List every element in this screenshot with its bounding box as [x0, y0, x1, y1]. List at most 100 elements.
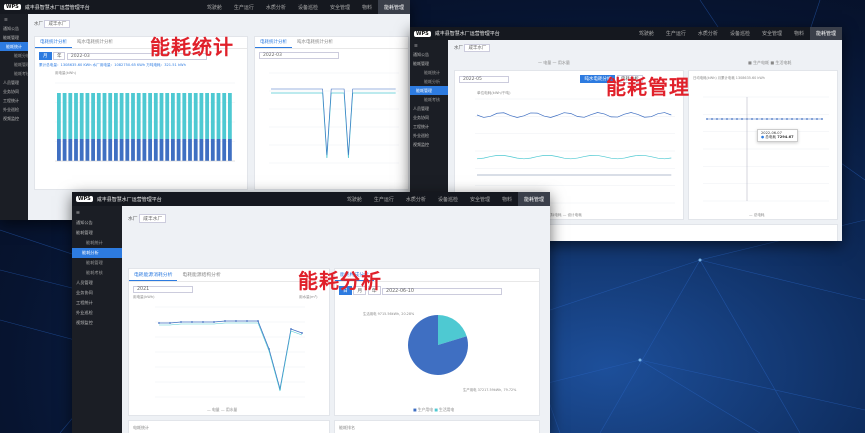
date-picker[interactable]: 2022-03: [259, 52, 339, 59]
nav-item[interactable]: 水质分析: [697, 31, 718, 37]
mode-day-button[interactable]: 日: [339, 286, 352, 295]
nav-item[interactable]: 安全管理: [469, 196, 490, 203]
sidebar-item[interactable]: 外业巡检: [76, 310, 93, 315]
bar-segment: [125, 139, 130, 161]
sidebar-item[interactable]: 能耗分析: [424, 78, 440, 84]
nav-item[interactable]: 设备巡检: [437, 196, 458, 203]
sidebar-item[interactable]: 外业巡检: [413, 132, 429, 138]
mode-year-button[interactable]: 年: [52, 52, 66, 60]
nav-item[interactable]: 物料: [501, 196, 512, 203]
sidebar-item[interactable]: 能耗考核: [86, 270, 103, 275]
nav-item[interactable]: 水质分析: [405, 196, 426, 203]
nav-item-active[interactable]: 能耗管理: [517, 192, 550, 206]
date-filter: 月 年 2022-03: [35, 49, 247, 63]
sidebar-item[interactable]: 视频监控: [3, 115, 19, 121]
nav-item[interactable]: 生产运行: [233, 4, 254, 11]
sidebar-item[interactable]: 能耗管理: [76, 230, 93, 235]
date-picker[interactable]: 2022-05: [459, 76, 509, 83]
power-analysis-button[interactable]: 电耗分析: [616, 75, 643, 83]
nav-item[interactable]: 设备巡检: [297, 4, 318, 11]
tooltip-date: 2022-06-07: [761, 131, 782, 135]
factory-select[interactable]: 咸丰水厂: [44, 20, 71, 28]
chart-tooltip: 2022-06-07 ● 总电耗 7294.67: [757, 129, 798, 142]
nav-item[interactable]: 设备巡检: [729, 31, 750, 37]
mode-month-button[interactable]: 月: [39, 52, 52, 60]
nav-item[interactable]: 物料: [361, 4, 372, 11]
legend-label: 用水量: [225, 407, 238, 412]
date-picker[interactable]: 2022-06-10: [382, 288, 503, 295]
menu-icon[interactable]: ☰: [4, 16, 8, 22]
sidebar-item[interactable]: 工程统计: [413, 123, 429, 129]
menu-icon[interactable]: ☰: [76, 209, 80, 215]
nav-item-active[interactable]: 能耗管理: [809, 27, 842, 40]
nav-item[interactable]: 安全管理: [329, 4, 350, 11]
nav-item[interactable]: 驾驶舱: [206, 4, 222, 11]
bar-segment: [57, 139, 61, 161]
sidebar-item-active[interactable]: 能耗分析: [72, 248, 122, 258]
power-trend-card: 电耗统计分析 吨水电耗统计分析 2022-03: [254, 36, 409, 190]
main-area: 水厂 咸丰水厂 — 电量 — 用水量 ■ 生产电耗 ■ 生活电耗 2022-05…: [448, 40, 842, 241]
sidebar-item[interactable]: 能耗管理: [86, 260, 103, 265]
date-picker[interactable]: 2022-03: [66, 53, 207, 60]
bar-segment: [205, 139, 209, 161]
nav-item[interactable]: 驾驶舱: [638, 31, 654, 37]
sidebar-item[interactable]: 能耗考核: [14, 70, 28, 76]
sidebar-item[interactable]: 能耗统计: [86, 240, 103, 245]
sidebar-item[interactable]: 工程统计: [76, 300, 93, 305]
sidebar-item[interactable]: 能耗管理: [413, 60, 429, 66]
pie-legend: ■ 生产用电 ■ 生活用电: [413, 407, 455, 412]
sidebar-item[interactable]: 通知公告: [76, 220, 93, 225]
ton-water-button[interactable]: 吨水电耗分析: [580, 75, 616, 83]
main-area: 水厂 咸丰水厂 电耗统计分析 吨水电耗统计分析 月 年 2022-03 累计总电…: [28, 14, 410, 220]
sidebar-item[interactable]: 人员管理: [3, 79, 19, 85]
sidebar-item[interactable]: 人员管理: [413, 105, 429, 111]
nav-item[interactable]: 生产运行: [665, 31, 686, 37]
sidebar-item[interactable]: 人员管理: [76, 280, 93, 285]
sidebar-item[interactable]: 工程统计: [3, 97, 19, 103]
sidebar-item[interactable]: 能耗管理: [3, 34, 19, 40]
tab-ton-water[interactable]: 吨水电耗统计分析: [77, 40, 113, 45]
tab-structure[interactable]: 能耗构成分析: [335, 269, 374, 281]
bar-segment: [182, 139, 187, 161]
sidebar-item-active[interactable]: 能耗管理: [410, 86, 448, 95]
sidebar-item[interactable]: 能耗统计: [424, 69, 440, 75]
tab-structure[interactable]: 电耗能源结构分析: [182, 273, 221, 278]
mode-year-button[interactable]: 年: [367, 286, 381, 295]
sidebar-item[interactable]: 视频监控: [76, 320, 93, 325]
card-tabs: 电耗能源消耗分析 电耗能源结构分析: [129, 269, 329, 282]
sidebar-item[interactable]: 业务协同: [76, 290, 93, 295]
nav-item[interactable]: 安全管理: [761, 31, 782, 37]
sidebar-item[interactable]: 通知公告: [413, 51, 429, 57]
main-nav: 驾驶舱 生产运行 水质分析 设备巡检 安全管理 物料 能耗管理: [201, 0, 410, 14]
menu-icon[interactable]: ☰: [414, 42, 418, 48]
tab-power-stat[interactable]: 电耗统计分析: [35, 37, 72, 48]
caption-energy-analysis: 能耗分析: [298, 269, 382, 293]
sidebar-item[interactable]: 通知公告: [3, 25, 19, 31]
factory-select[interactable]: 咸丰水厂: [464, 44, 491, 52]
nav-item-active[interactable]: 能耗管理: [377, 0, 410, 14]
bar-segment: [74, 93, 78, 139]
nav-item[interactable]: 物料: [793, 31, 804, 37]
nav-item[interactable]: 驾驶舱: [346, 196, 362, 203]
factory-select[interactable]: 咸丰水厂: [139, 214, 167, 223]
sidebar-item[interactable]: 业务协同: [3, 88, 19, 94]
bar-segment: [68, 93, 73, 139]
sidebar-item[interactable]: 能耗管理: [14, 61, 28, 67]
mode-month-button[interactable]: 月: [353, 286, 367, 295]
bar-segment: [148, 93, 152, 139]
sidebar-item[interactable]: 能耗分析: [14, 52, 28, 58]
y-axis-label-left: 用电量(kWh): [133, 295, 155, 299]
sidebar-item-active[interactable]: 能耗统计: [0, 42, 28, 51]
tab-ton-water[interactable]: 吨水电耗统计分析: [297, 40, 333, 45]
tab-consumption[interactable]: 电耗能源消耗分析: [129, 269, 178, 281]
daily-power-card: 日均电耗(kWh) 月累计电耗 1308635.60 kWh 2022-06-0…: [688, 70, 838, 220]
sidebar-item[interactable]: 外业巡检: [3, 106, 19, 112]
sidebar-item[interactable]: 业务协同: [413, 114, 429, 120]
sidebar-item[interactable]: 能耗考核: [424, 96, 440, 102]
year-picker[interactable]: 2021: [133, 286, 193, 293]
bar-segment: [188, 139, 192, 161]
tab-power-stat[interactable]: 电耗统计分析: [255, 37, 292, 48]
nav-item[interactable]: 水质分析: [265, 4, 286, 11]
sidebar-item[interactable]: 视频监控: [413, 141, 429, 147]
nav-item[interactable]: 生产运行: [373, 196, 394, 203]
